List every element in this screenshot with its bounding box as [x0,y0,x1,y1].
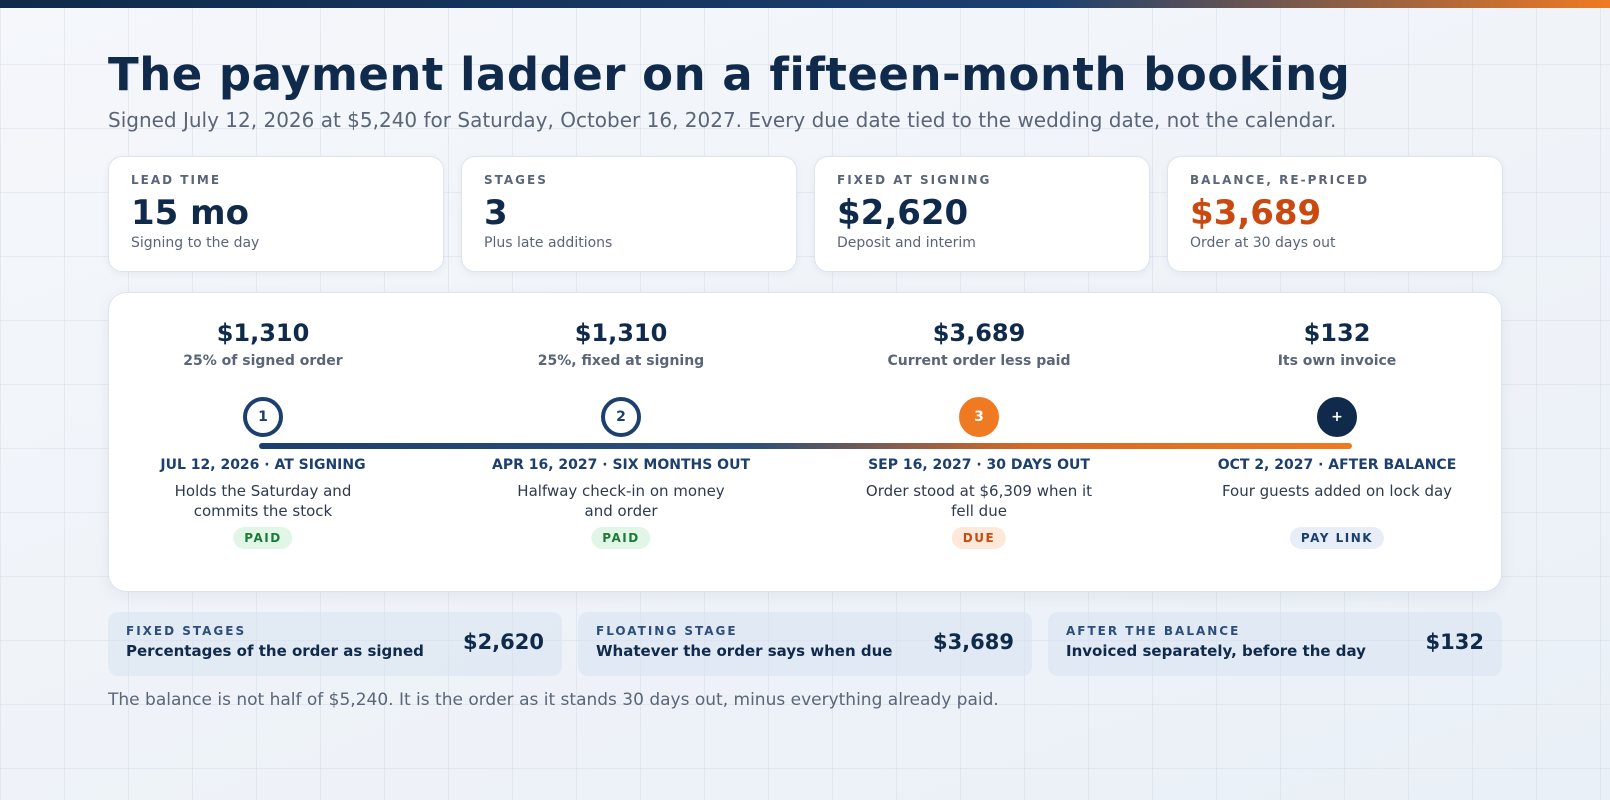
summary-description: Whatever the order says when due [596,642,893,660]
stage-deposit: $1,310 25% of signed order 1 JUL 12, 202… [113,293,413,593]
summary-floating-stage: FLOATING STAGE Whatever the order says w… [578,612,1032,676]
timeline-track [259,443,1352,449]
stage-description: Four guests added on lock day [1221,482,1453,500]
page-subtitle: Signed July 12, 2026 at $5,240 for Satur… [108,108,1337,132]
status-badge: PAID [233,527,293,549]
payment-timeline: $1,310 25% of signed order 1 JUL 12, 202… [108,292,1502,592]
stage-amount: $1,310 [216,319,310,347]
summary-amount: $132 [1425,630,1484,654]
stat-card-fixed-at-signing: FIXED AT SIGNING $2,620 Deposit and inte… [814,156,1150,272]
stage-description: Order stood at $6,309 when it fell due [865,482,1093,520]
stage-interim: $1,310 25%, fixed at signing 2 APR 16, 2… [471,293,771,593]
status-badge: DUE [951,527,1007,549]
stage-amount: $1,310 [574,319,668,347]
stat-label: FIXED AT SIGNING [837,173,992,187]
stat-note: Deposit and interim [837,235,976,251]
stage-marker: 2 [601,397,641,437]
page-title: The payment ladder on a fifteen-month bo… [108,48,1351,101]
summary-fixed-stages: FIXED STAGES Percentages of the order as… [108,612,562,676]
summary-description: Invoiced separately, before the day [1066,642,1366,660]
stage-marker: 3 [959,397,999,437]
stat-label: STAGES [484,173,548,187]
summary-strip: FIXED STAGES Percentages of the order as… [108,612,1502,676]
pay-link-button[interactable]: PAY LINK [1289,527,1385,549]
stage-basis: Current order less paid [887,353,1071,369]
stat-label: BALANCE, RE-PRICED [1190,173,1370,187]
accent-bar [0,0,1610,8]
stage-basis: 25%, fixed at signing [537,353,705,369]
stage-description: Halfway check-in on money and order [517,482,725,520]
stat-value: 15 mo [131,193,249,233]
summary-label: FIXED STAGES [126,624,247,638]
stat-value: 3 [484,193,508,233]
stage-late-additions: $132 Its own invoice + OCT 2, 2027 · AFT… [1187,293,1487,593]
summary-amount: $3,689 [932,630,1014,654]
summary-label: AFTER THE BALANCE [1066,624,1241,638]
stat-card-lead-time: LEAD TIME 15 mo Signing to the day [108,156,444,272]
stat-card-balance: BALANCE, RE-PRICED $3,689 Order at 30 da… [1167,156,1503,272]
stage-basis: 25% of signed order [183,353,343,369]
stage-date: OCT 2, 2027 · AFTER BALANCE [1217,457,1457,473]
stat-note: Plus late additions [484,235,613,251]
stat-value: $2,620 [837,193,969,233]
stat-value: $3,689 [1190,193,1322,233]
stage-marker: 1 [243,397,283,437]
summary-label: FLOATING STAGE [596,624,738,638]
stat-cards: LEAD TIME 15 mo Signing to the day STAGE… [108,156,1503,272]
status-badge: PAID [591,527,651,549]
stat-note: Order at 30 days out [1190,235,1336,251]
stat-note: Signing to the day [131,235,260,251]
summary-description: Percentages of the order as signed [126,642,424,660]
stage-amount: $3,689 [932,319,1026,347]
stat-card-stages: STAGES 3 Plus late additions [461,156,797,272]
stage-basis: Its own invoice [1277,353,1397,369]
stage-date: SEP 16, 2027 · 30 DAYS OUT [868,457,1090,473]
stat-label: LEAD TIME [131,173,222,187]
plus-icon: + [1317,397,1357,437]
summary-after-balance: AFTER THE BALANCE Invoiced separately, b… [1048,612,1502,676]
stage-date: APR 16, 2027 · SIX MONTHS OUT [491,457,750,473]
stage-balance: $3,689 Current order less paid 3 SEP 16,… [829,293,1129,593]
stage-amount: $132 [1303,319,1371,347]
summary-amount: $2,620 [462,630,544,654]
footer-note: The balance is not half of $5,240. It is… [108,690,999,710]
stage-description: Holds the Saturday and commits the stock [174,482,352,520]
stage-date: JUL 12, 2026 · AT SIGNING [160,457,366,473]
